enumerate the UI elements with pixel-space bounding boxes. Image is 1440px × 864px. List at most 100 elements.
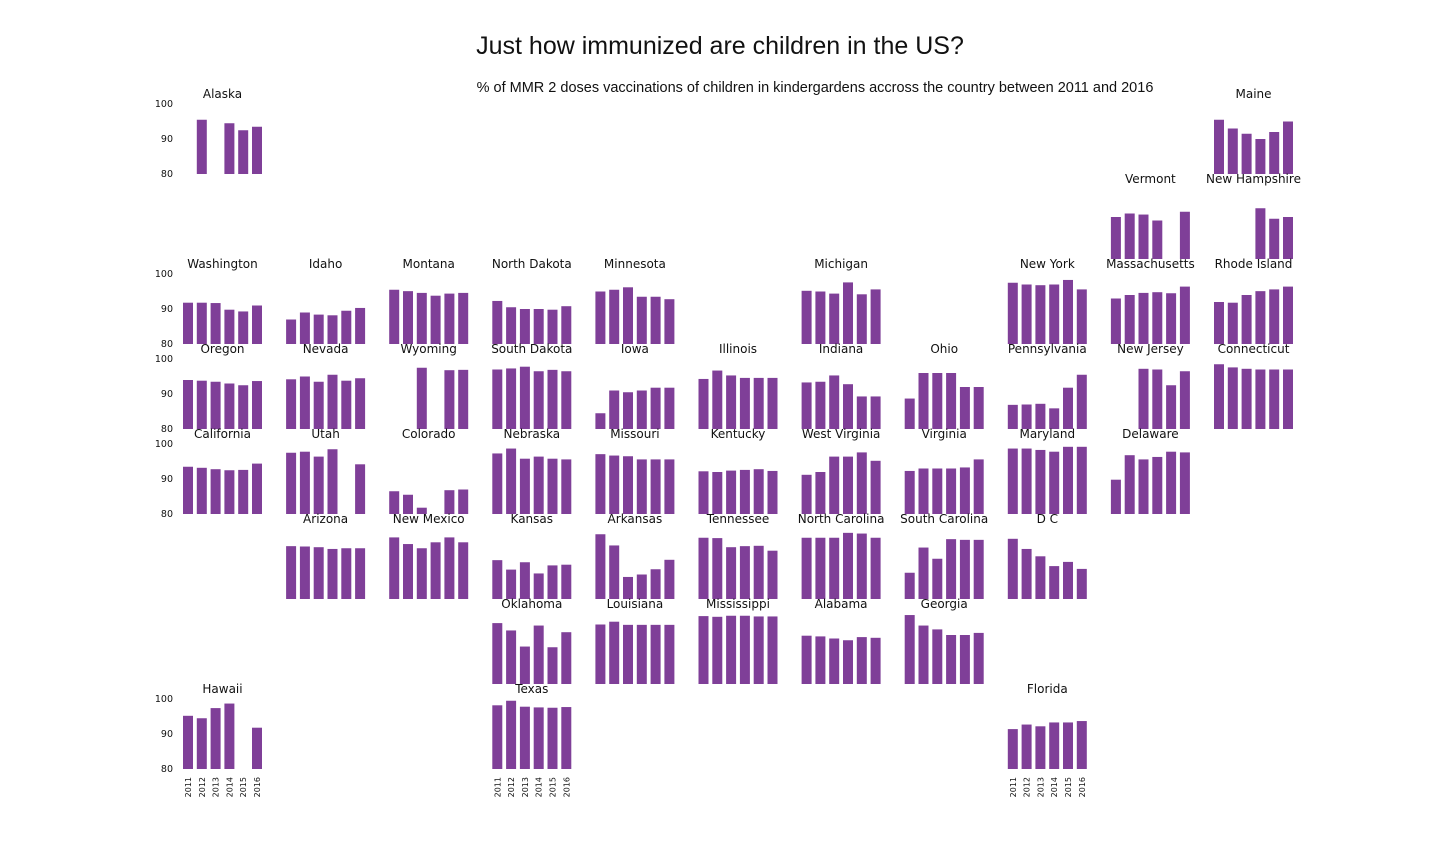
y-tick-label: 100 [155, 439, 173, 450]
bar [1227, 367, 1238, 429]
bar [870, 460, 881, 514]
bar [726, 375, 737, 429]
bar [1007, 538, 1018, 599]
state-tile: Massachusetts [1106, 257, 1195, 344]
bar [870, 396, 881, 429]
bar [1283, 286, 1293, 344]
state-label: Nevada [303, 342, 349, 356]
bar [506, 307, 517, 344]
y-tick-label: 90 [161, 474, 173, 485]
bar [196, 119, 207, 174]
bar [946, 468, 957, 514]
bar [1124, 295, 1135, 344]
bar [1124, 213, 1135, 259]
state-tile: Rhode Island [1214, 257, 1293, 344]
state-label: Kansas [511, 512, 553, 526]
bar [1049, 451, 1060, 514]
bar [712, 370, 723, 429]
bar [355, 378, 366, 429]
bar [286, 546, 297, 599]
bar [1138, 368, 1149, 429]
bar [533, 371, 544, 429]
bar [327, 374, 338, 429]
y-tick-label: 90 [161, 389, 173, 400]
bar [1166, 451, 1177, 514]
bar [664, 299, 675, 344]
state-tile: North Carolina [798, 512, 884, 599]
state-tile: Indiana [801, 342, 881, 429]
bar [918, 625, 929, 684]
bar [341, 548, 352, 599]
bar [1007, 282, 1018, 344]
bar [1110, 217, 1121, 259]
state-tile: Maine [1214, 87, 1293, 174]
bar [753, 545, 764, 599]
bar [932, 468, 943, 514]
state-label: Utah [311, 427, 339, 441]
bar [210, 381, 221, 429]
state-tile: New York [1007, 257, 1087, 344]
bar [252, 126, 262, 174]
y-tick-label: 90 [161, 304, 173, 315]
bar [664, 559, 675, 599]
state-tile: Pennsylvania [1007, 342, 1087, 429]
chart-subtitle: % of MMR 2 doses vaccinations of childre… [476, 80, 1154, 96]
bar [1007, 729, 1018, 769]
bar [299, 546, 310, 599]
state-label: Colorado [402, 427, 456, 441]
bar [815, 636, 826, 684]
state-tile: New Hampshire [1206, 172, 1301, 259]
bar [492, 453, 503, 514]
state-tile: Utah [286, 427, 366, 514]
state-tile: Minnesota [595, 257, 675, 344]
bar [843, 282, 853, 344]
bar [1241, 368, 1252, 429]
state-label: Arkansas [608, 512, 663, 526]
bar [801, 474, 812, 514]
bar [299, 376, 310, 429]
bar [252, 381, 262, 429]
bar [196, 302, 207, 344]
bar [712, 616, 723, 684]
bar [1241, 295, 1252, 344]
bar [946, 635, 957, 684]
bar [1063, 561, 1073, 599]
bar [609, 545, 620, 599]
bar [403, 494, 413, 514]
state-tile: West Virginia [801, 427, 881, 514]
bar [547, 369, 558, 429]
bar [313, 547, 324, 599]
bar [533, 573, 544, 599]
bar [355, 307, 366, 344]
state-label: New Mexico [393, 512, 465, 526]
bar [519, 562, 530, 599]
bar [1076, 721, 1087, 769]
x-tick-label: 2012 [507, 777, 516, 797]
state-label: Pennsylvania [1008, 342, 1087, 356]
state-tile: New Mexico [389, 512, 469, 599]
bar [870, 289, 881, 344]
bar [547, 458, 558, 514]
y-tick-label: 80 [161, 764, 173, 775]
state-label: Washington [187, 257, 258, 271]
bar [224, 309, 235, 344]
bar [959, 467, 970, 514]
bar [650, 624, 661, 684]
bar [843, 640, 853, 684]
bar [1007, 404, 1018, 429]
bar [1152, 220, 1163, 259]
bar [636, 390, 647, 429]
bar [492, 705, 503, 769]
bar [801, 537, 812, 599]
bar [609, 390, 620, 429]
state-tile: Colorado [389, 427, 469, 514]
bar [1214, 302, 1224, 344]
bar [609, 621, 620, 684]
bar [341, 380, 352, 429]
x-tick-label: 2013 [1036, 777, 1045, 797]
bar [1166, 293, 1177, 344]
bar [327, 449, 338, 514]
bar [1063, 722, 1073, 769]
bar [829, 537, 840, 599]
state-tile: Idaho [286, 257, 366, 344]
